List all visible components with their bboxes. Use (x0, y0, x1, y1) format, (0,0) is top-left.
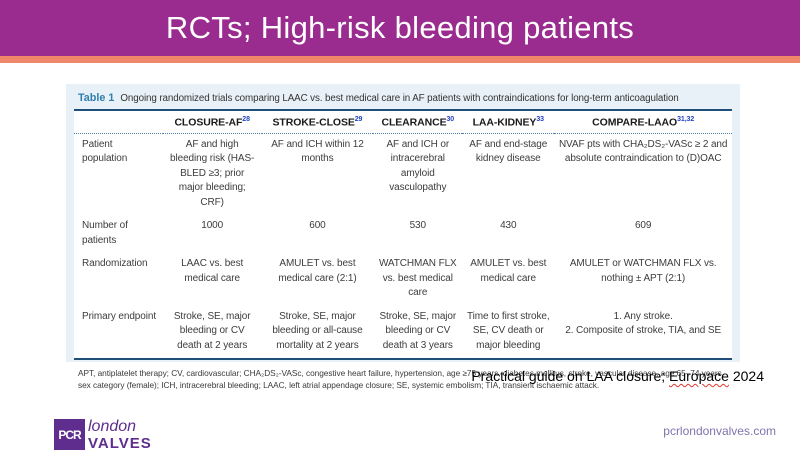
column-header-laa-kidney: LAA-KIDNEY33 (462, 111, 555, 134)
cell: AF and high bleeding risk (HAS-BLED ≥3; … (170, 138, 255, 208)
table-caption: Table 1 Ongoing randomized trials compari… (66, 84, 740, 109)
cell: 600 (309, 220, 326, 231)
citation-year: 2024 (728, 368, 764, 384)
row-label-primary-endpoint: Primary endpoint (82, 310, 156, 322)
corner-cell (74, 111, 163, 134)
row-label-randomization: Randomization (82, 258, 148, 269)
cell: Stroke, SE, major bleeding or CV death a… (173, 310, 251, 351)
column-header-closure-af: CLOSURE-AF28 (162, 111, 262, 134)
cell: 1000 (201, 220, 224, 231)
cell: Stroke, SE, major bleeding or CV death a… (379, 310, 457, 351)
citation-superscript: 28 (242, 116, 250, 123)
website-text: pcrlondonvalves.com (663, 424, 776, 438)
cell: AMULET vs. best medical care (470, 258, 547, 284)
table-number: Table 1 (78, 92, 115, 104)
cell: WATCHMAN FLX vs. best medical care (378, 258, 457, 298)
cell: AMULET or WATCHMAN FLX vs. nothing ± APT… (569, 258, 717, 284)
table-row-number-of-patients: Number of patients 1000 600 530 430 609 (74, 215, 732, 253)
citation-superscript: 29 (354, 116, 363, 123)
cell: Stroke, SE, major bleeding or all-cause … (272, 310, 363, 351)
accent-stripe (0, 56, 800, 63)
caption-text: Ongoing randomized trials comparing LAAC… (120, 93, 679, 104)
cell: 1. Any stroke. 2. Composite of stroke, T… (565, 310, 722, 337)
cell: AF and ICH or intracerebral amyloid vasc… (386, 138, 450, 194)
table-row-patient-population: Patient population AF and high bleeding … (74, 133, 732, 215)
cell: 530 (409, 220, 426, 231)
slide-header: RCTs; High-risk bleeding patients (0, 0, 800, 56)
trials-table-wrap: CLOSURE-AF28 STROKE-CLOSE29 CLEARANCE30 … (74, 109, 732, 360)
cell: AF and ICH within 12 months (271, 138, 364, 165)
table-card: Table 1 Ongoing randomized trials compari… (66, 84, 740, 390)
row-label-patient-population: Patient population (82, 138, 128, 165)
source-citation: Practical guide on LAA closure; Europace… (471, 368, 764, 384)
citation-superscript: 30 (446, 116, 455, 123)
slide-title: RCTs; High-risk bleeding patients (165, 10, 635, 45)
citation-superscript: 31,32 (677, 116, 695, 123)
cell: AMULET vs. best medical care (2:1) (278, 258, 357, 284)
row-label-number-of-patients: Number of patients (82, 220, 128, 246)
journal-name: Europace (669, 368, 729, 384)
pcr-logo-icon: PCR (54, 419, 85, 450)
trials-table: CLOSURE-AF28 STROKE-CLOSE29 CLEARANCE30 … (74, 111, 732, 358)
column-header-stroke-close: STROKE-CLOSE29 (261, 111, 374, 134)
table-footnote: APT, antiplatelet therapy; CV, cardiovas… (78, 368, 724, 391)
header-row: CLOSURE-AF28 STROKE-CLOSE29 CLEARANCE30 … (74, 111, 732, 134)
logo-london: london (88, 418, 137, 435)
cell: NVAF pts with CHA₂DS₂-VASc ≥ 2 and absol… (558, 138, 728, 165)
column-header-compare-laao: COMPARE-LAAO31,32 (554, 111, 732, 134)
citation-superscript: 33 (536, 116, 544, 123)
cell: AF and end-stage kidney disease (469, 138, 548, 165)
cell: 430 (500, 220, 517, 231)
citation-prefix: Practical guide on LAA closure; (471, 368, 670, 384)
cell: 609 (634, 220, 652, 231)
table-row-randomization: Randomization LAAC vs. best medical care… (74, 253, 732, 306)
column-header-clearance: CLEARANCE30 (373, 111, 463, 134)
logo-wordmark: london VALVES (88, 416, 152, 452)
pcr-london-valves-logo: PCR london VALVES (54, 416, 152, 451)
logo-valves: VALVES (88, 435, 152, 452)
cell: Time to first stroke, SE, CV death or ma… (466, 310, 550, 351)
table-row-primary-endpoint: Primary endpoint Stroke, SE, major bleed… (74, 306, 732, 359)
logo-acronym: PCR (58, 427, 81, 442)
cell: LAAC vs. best medical care (181, 258, 244, 284)
